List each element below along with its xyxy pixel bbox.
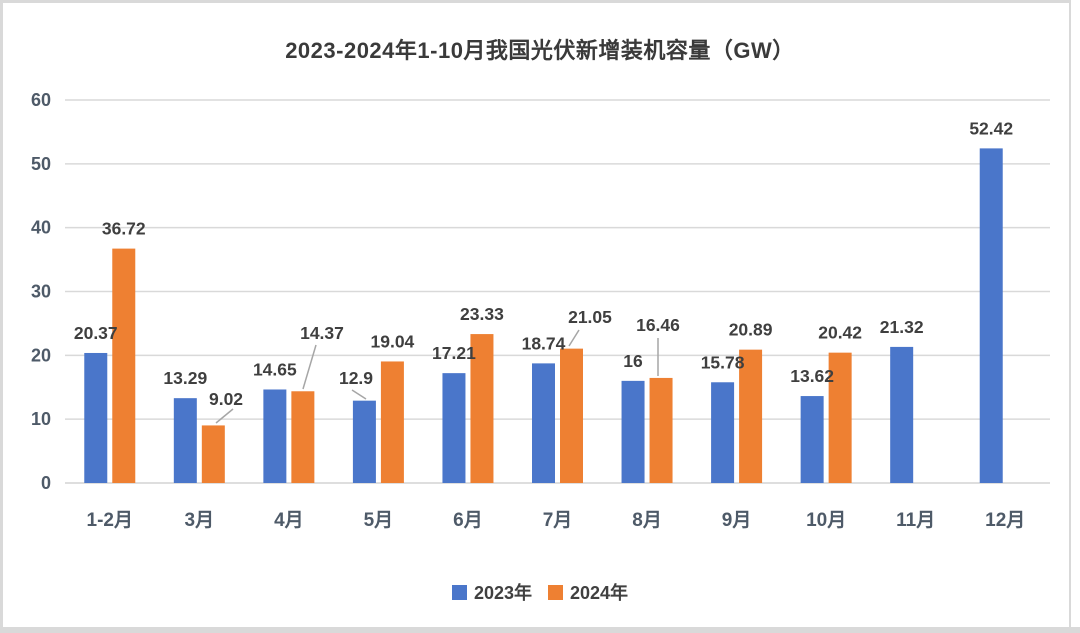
data-label-2024年-9月: 20.89: [729, 320, 773, 340]
bar-2023年-12月: [979, 148, 1003, 483]
x-axis-category-label: 9月: [722, 510, 752, 531]
legend-label-2024: 2024年: [570, 583, 629, 603]
data-label-2024年-1-2月: 36.72: [102, 219, 146, 239]
bar-2024年-3月: [201, 425, 225, 483]
bar-2023年-8月: [621, 380, 645, 483]
x-axis-category-label: 1-2月: [87, 510, 133, 531]
x-axis-category-label: 7月: [543, 510, 573, 531]
data-label-2024年-10月: 20.42: [818, 323, 862, 343]
x-axis-category-label: 4月: [274, 510, 304, 531]
legend-item-2024: 2024年: [548, 579, 628, 605]
data-label-2023年-7月: 18.74: [522, 333, 566, 353]
bar-2024年-10月: [828, 352, 852, 483]
data-label-2023年-8月: 16: [623, 351, 643, 371]
data-label-2023年-1-2月: 20.37: [74, 323, 118, 343]
y-axis-tick-label: 10: [31, 409, 51, 429]
data-label-2023年-5月: 12.9: [339, 368, 373, 388]
legend-label-2023: 2023年: [473, 583, 532, 603]
frame-border-top: [0, 0, 1071, 3]
legend-item-2023: 2023年: [451, 579, 532, 605]
bar-2023年-10月: [800, 396, 824, 483]
bar-2023年-5月: [352, 400, 376, 483]
x-axis-category-label: 5月: [364, 510, 394, 531]
bar-2023年-3月: [173, 398, 197, 483]
y-axis-tick-label: 50: [31, 154, 51, 174]
y-axis-tick-label: 30: [31, 282, 51, 302]
x-axis-category-label: 6月: [453, 510, 483, 531]
bar-2024年-9月: [739, 349, 763, 483]
x-axis-category-label: 3月: [185, 510, 215, 531]
data-label-leader-line: [351, 389, 367, 400]
y-axis-tick-label: 40: [31, 218, 51, 238]
x-axis-category-label: 11月: [896, 510, 935, 531]
data-label-2023年-4月: 14.65: [253, 359, 297, 379]
frame-border-left: [0, 0, 3, 628]
bar-2023年-11月: [890, 346, 914, 483]
data-label-2024年-7月: 21.05: [568, 307, 612, 327]
x-axis-category-label: 8月: [632, 510, 662, 531]
data-label-leader-line: [215, 408, 234, 424]
data-label-2023年-6月: 17.21: [432, 343, 476, 363]
data-label-2024年-3月: 9.02: [209, 389, 243, 409]
bar-2024年-1-2月: [112, 248, 136, 483]
chart-legend: 2023年 2024年: [0, 580, 1080, 604]
data-label-2023年-3月: 13.29: [163, 368, 207, 388]
x-axis-category-label: 10月: [806, 510, 846, 531]
chart-title: 2023-2024年1-10月我国光伏新增装机容量（GW）: [285, 38, 795, 63]
data-label-leader-line: [302, 344, 317, 390]
x-axis-category-label: 12月: [985, 510, 1025, 531]
data-label-2024年-5月: 19.04: [371, 331, 415, 351]
data-label-2023年-10月: 13.62: [790, 366, 834, 386]
y-axis-tick-label: 20: [31, 345, 51, 365]
data-label-leader-line: [568, 329, 580, 347]
legend-swatch-2024-icon: [548, 584, 563, 600]
bar-2023年-1-2月: [84, 352, 108, 483]
bar-2024年-4月: [291, 391, 315, 483]
data-label-2024年-8月: 16.46: [636, 315, 680, 335]
frame-border-right: [1069, 0, 1071, 628]
data-label-2023年-12月: 52.42: [969, 118, 1013, 138]
frame-border-bottom: [0, 627, 1080, 633]
bar-2023年-7月: [532, 363, 555, 483]
y-axis-tick-label: 0: [41, 473, 51, 493]
legend-swatch-2023-icon: [451, 584, 467, 600]
bar-2024年-8月: [649, 377, 673, 483]
data-label-2024年-6月: 23.33: [460, 304, 504, 324]
y-axis-tick-label: 60: [31, 90, 51, 110]
bar-2024年-7月: [560, 348, 583, 483]
bar-2024年-5月: [380, 361, 404, 483]
data-label-2023年-11月: 21.32: [880, 317, 924, 337]
data-label-2023年-9月: 15.78: [701, 352, 745, 372]
bar-2023年-4月: [263, 389, 287, 483]
data-label-2024年-4月: 14.37: [300, 323, 344, 343]
bar-2023年-9月: [711, 382, 735, 483]
bar-2024年-6月: [470, 334, 494, 483]
bar-2023年-6月: [442, 373, 466, 483]
